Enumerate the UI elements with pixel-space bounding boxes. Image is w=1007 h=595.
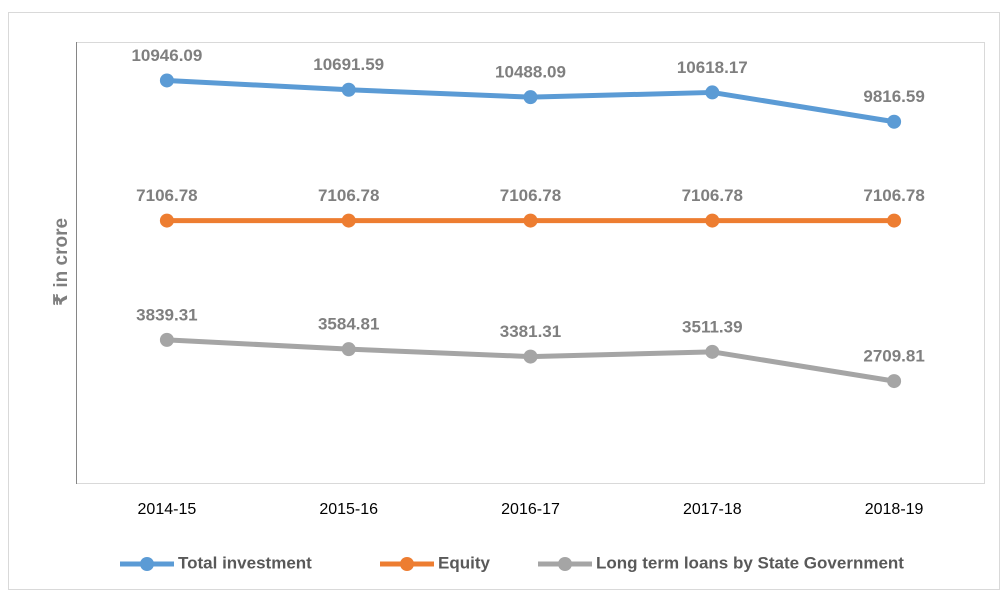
data-label: 10488.09 (495, 63, 566, 82)
data-point (887, 114, 902, 129)
x-tick-label: 2014-15 (138, 501, 197, 518)
legend-marker (558, 557, 572, 571)
data-label: 3381.31 (500, 322, 561, 341)
data-point (523, 90, 538, 105)
x-tick-label: 2015-16 (319, 501, 378, 518)
legend-label: Equity (438, 553, 490, 572)
legend-label: Total investment (178, 553, 312, 572)
legend-marker (400, 557, 414, 571)
data-point (341, 342, 356, 357)
data-label: 9816.59 (863, 87, 924, 106)
data-point (159, 332, 174, 347)
data-label: 10691.59 (313, 55, 384, 74)
x-tick-label: 2017-18 (683, 501, 742, 518)
data-label: 3511.39 (682, 317, 743, 336)
data-label: 2709.81 (863, 347, 924, 366)
data-point (705, 344, 720, 359)
chart-border (8, 12, 1000, 590)
data-point (705, 213, 720, 228)
data-point (705, 85, 720, 100)
data-label: 3584.81 (318, 315, 379, 334)
data-label: 7106.78 (863, 186, 924, 205)
data-label: 7106.78 (136, 186, 197, 205)
data-point (159, 213, 174, 228)
y-axis-label: ₹ in crore (51, 218, 72, 306)
legend-label: Long term loans by State Government (596, 553, 904, 572)
data-label: 7106.78 (318, 186, 379, 205)
data-label: 10946.09 (131, 46, 202, 65)
legend-marker (140, 557, 154, 571)
data-point (341, 213, 356, 228)
data-point (523, 349, 538, 364)
x-tick-label: 2018-19 (865, 501, 924, 518)
data-label: 10618.17 (677, 58, 748, 77)
data-label: 7106.78 (682, 186, 743, 205)
data-point (523, 213, 538, 228)
x-tick-label: 2016-17 (501, 501, 560, 518)
data-point (887, 213, 902, 228)
data-label: 7106.78 (500, 186, 561, 205)
data-label: 3839.31 (136, 305, 197, 324)
data-point (159, 73, 174, 88)
data-point (341, 82, 356, 97)
data-point (887, 374, 902, 389)
